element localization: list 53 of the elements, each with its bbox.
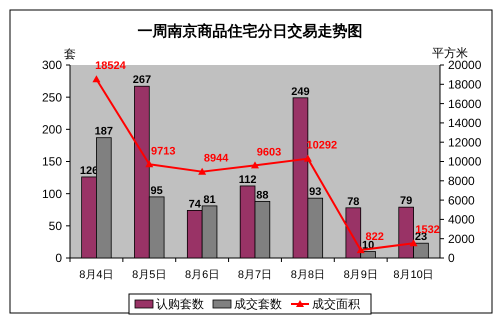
data-label: 10 — [362, 240, 374, 252]
x-tick-label: 8月4日 — [79, 269, 114, 281]
data-label: 267 — [132, 74, 152, 86]
legend-label: 成交套数 — [234, 297, 282, 312]
chart-title: 一周南京商品住宅分日交易走势图 — [138, 22, 362, 40]
data-label: 18524 — [95, 60, 127, 72]
y2-tick-label: 0 — [448, 251, 455, 266]
data-label: 187 — [94, 126, 114, 138]
y-tick-label: 250 — [42, 90, 62, 104]
data-label: 9713 — [151, 145, 176, 158]
data-label: 95 — [150, 184, 163, 197]
x-tick-label: 8月7日 — [238, 269, 272, 281]
data-label: 8944 — [204, 152, 230, 165]
point — [198, 168, 206, 175]
y2-tick-label: 18000 — [448, 78, 482, 92]
y2-tick-label: 14000 — [448, 116, 482, 130]
y2-tick-label: 6000 — [448, 193, 476, 208]
y2-tick-label: 20000 — [448, 58, 482, 72]
x-tick-label: 8月5日 — [132, 269, 166, 281]
y2-tick-label: 8000 — [448, 174, 476, 188]
y-tick-label: 300 — [42, 58, 62, 72]
y2-tick-label: 12000 — [448, 135, 482, 150]
y2-tick-label: 10000 — [448, 154, 482, 169]
data-label: 74 — [188, 198, 202, 210]
x-tick-label: 8月6日 — [185, 269, 220, 281]
point — [251, 161, 259, 168]
data-label: 249 — [291, 86, 310, 98]
y-tick-label: 100 — [42, 186, 62, 201]
data-label: 88 — [256, 189, 269, 202]
point — [145, 160, 154, 168]
y2-tick-label: 4000 — [448, 212, 476, 227]
data-label: 81 — [203, 194, 216, 206]
y-tick-label: 50 — [48, 219, 62, 234]
data-label: 112 — [238, 174, 256, 186]
x-tick-label: 8月9日 — [344, 269, 378, 281]
data-label: 9603 — [256, 146, 282, 158]
point — [304, 154, 312, 162]
legend-label: 认购套数 — [156, 297, 204, 312]
y2-axis-title: 平方米 — [432, 46, 468, 60]
y-tick-label: 200 — [42, 122, 62, 137]
data-label: 93 — [309, 186, 322, 198]
y-tick-label: 0 — [55, 251, 62, 266]
data-label: 78 — [347, 196, 360, 208]
y2-tick-label: 2000 — [448, 232, 476, 246]
legend-label: 成交面积 — [312, 297, 360, 312]
x-tick-label: 8月10日 — [393, 269, 434, 281]
y-tick-label: 150 — [42, 154, 62, 169]
data-label: 79 — [400, 195, 412, 208]
point — [410, 239, 418, 246]
x-tick-label: 8月8日 — [290, 269, 325, 281]
y-axis-title: 套 — [64, 47, 76, 61]
y2-tick-label: 16000 — [448, 96, 482, 111]
point — [92, 75, 100, 82]
